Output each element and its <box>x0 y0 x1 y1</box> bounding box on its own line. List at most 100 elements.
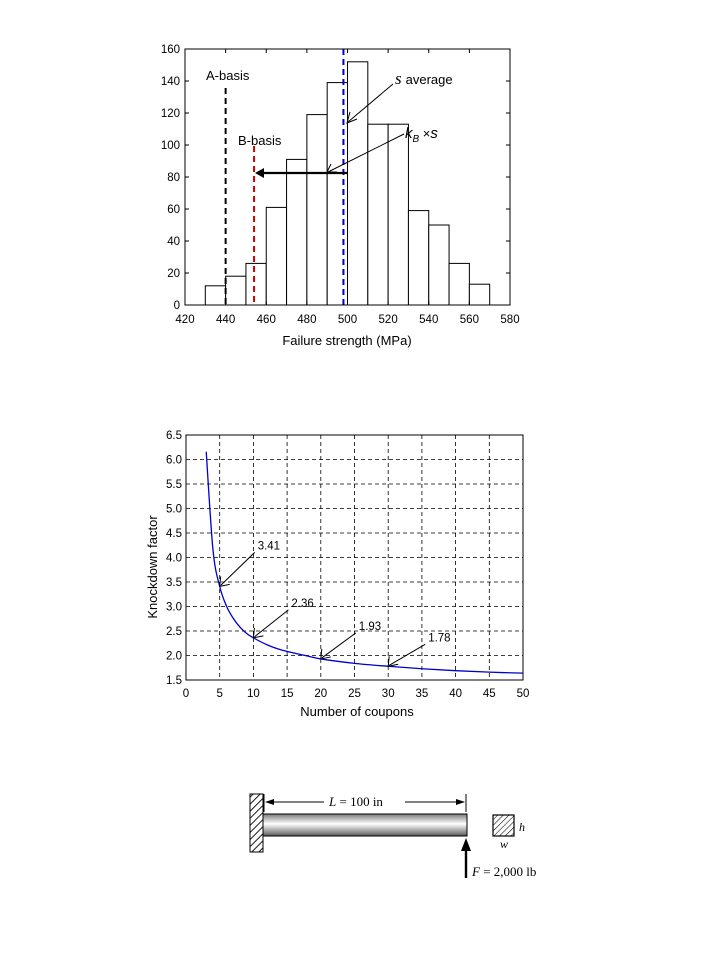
x-tick-label: 580 <box>500 314 519 326</box>
s-average-arrow <box>347 83 394 123</box>
y-tick-label: 5.5 <box>166 479 182 491</box>
y-tick-label: 160 <box>161 44 180 56</box>
y-tick-label: 80 <box>167 172 180 184</box>
knockdown-chart: 0 5 10 15 20 25 30 35 40 45 50 1.5 2.0 2.5 3.0 3.5 4.0 4… <box>145 430 529 719</box>
height-label: h <box>519 820 525 834</box>
x-tick-label: 30 <box>382 688 395 700</box>
y-tick-label: 120 <box>161 108 180 120</box>
knockdown-x-ticks: 0 5 10 15 20 25 30 35 40 45 50 <box>183 688 530 700</box>
annotation-arrowhead <box>320 648 331 660</box>
cross-section <box>492 814 515 837</box>
a-basis-label: A-basis <box>206 68 250 83</box>
histogram-bar <box>245 262 267 306</box>
kb-times-s-label: kB ×s <box>405 125 438 145</box>
b-basis-shift-arrowhead <box>255 168 264 178</box>
y-tick-label: 0 <box>174 300 180 312</box>
s-symbol: s <box>395 69 402 88</box>
x-tick-label: 480 <box>297 314 316 326</box>
y-tick-label: 4.0 <box>166 553 182 565</box>
histogram-bar <box>204 285 227 306</box>
kb-times: × <box>419 126 430 141</box>
y-tick-label: 100 <box>161 140 180 152</box>
y-tick-label: 60 <box>167 204 180 216</box>
annotation-label: 1.93 <box>359 621 381 633</box>
length-symbol: L <box>328 794 336 809</box>
x-tick-label: 440 <box>216 314 235 326</box>
histogram-bar <box>347 61 369 306</box>
x-tick-label: 420 <box>175 314 194 326</box>
histogram-chart: 420 440 460 480 500 520 540 560 580 0 20 40 60 80 100… <box>161 44 520 348</box>
histogram-bar <box>326 82 348 306</box>
annotation-label: 2.36 <box>291 598 313 610</box>
annotation-arrowhead <box>219 576 230 588</box>
kb-arrow <box>327 133 405 173</box>
annotation-arrow <box>220 552 256 586</box>
x-tick-label: 5 <box>216 688 222 700</box>
x-tick-label: 35 <box>416 688 429 700</box>
x-tick-label: 45 <box>483 688 496 700</box>
y-tick-label: 2.5 <box>166 626 182 638</box>
knockdown-series-line <box>205 451 524 674</box>
x-tick-label: 40 <box>449 688 462 700</box>
annotation-arrow <box>254 609 289 638</box>
histogram-bar <box>367 123 389 306</box>
x-tick-label: 560 <box>460 314 479 326</box>
y-tick-label: 140 <box>161 76 180 88</box>
histogram-y-ticks: 0 20 40 60 80 100 120 140 160 <box>161 44 510 312</box>
width-label: w <box>500 837 508 851</box>
y-tick-label: 20 <box>167 268 180 280</box>
histogram-x-axis-label: Failure strength (MPa) <box>282 333 411 348</box>
s-average-arrowhead <box>346 111 358 124</box>
x-tick-label: 520 <box>379 314 398 326</box>
y-tick-label: 40 <box>167 236 180 248</box>
y-tick-label: 2.0 <box>166 651 182 663</box>
knockdown-grid <box>185 434 524 681</box>
annotation-arrow <box>388 643 426 666</box>
length-value: = 100 in <box>336 794 383 809</box>
x-tick-label: 20 <box>314 688 327 700</box>
histogram-bars <box>204 61 491 306</box>
dimension-arrow-right <box>456 799 465 805</box>
kb-s-symbol: s <box>430 125 438 142</box>
knockdown-plot-frame <box>185 434 524 681</box>
y-tick-label: 6.0 <box>166 455 182 467</box>
knockdown-annotations: 3.41 2.36 1.93 1.78 <box>219 540 451 667</box>
x-tick-label: 50 <box>517 688 530 700</box>
force-label: F = 2,000 lb <box>471 864 536 879</box>
histogram-bar <box>265 206 288 306</box>
knockdown-x-axis-label: Number of coupons <box>300 704 414 719</box>
histogram-bar <box>286 158 308 306</box>
x-tick-label: 25 <box>348 688 361 700</box>
dimension-arrow-left <box>265 799 274 805</box>
y-tick-label: 3.5 <box>166 577 182 589</box>
histogram-bar <box>428 224 450 306</box>
histogram-bar <box>387 123 409 306</box>
kb-subscript: B <box>413 134 420 145</box>
beam-body <box>262 813 468 837</box>
histogram-bar <box>407 210 430 306</box>
x-tick-label: 540 <box>419 314 438 326</box>
length-label: L = 100 in <box>328 794 383 809</box>
y-tick-label: 6.5 <box>166 430 182 442</box>
annotation-label: 3.41 <box>258 540 280 552</box>
y-tick-label: 5.0 <box>166 504 182 516</box>
histogram-bar <box>448 262 470 306</box>
knockdown-y-axis-label: Knockdown factor <box>145 515 160 619</box>
s-average-subscript: average <box>406 72 453 87</box>
y-tick-label: 4.5 <box>166 528 182 540</box>
s-average-label: s average <box>395 69 453 88</box>
x-tick-label: 10 <box>247 688 260 700</box>
y-tick-label: 1.5 <box>166 675 182 687</box>
force-value: = 2,000 lb <box>480 864 536 879</box>
fixed-wall <box>249 793 264 853</box>
annotation-arrowhead <box>252 627 264 639</box>
annotation-label: 1.78 <box>428 632 450 644</box>
y-tick-label: 3.0 <box>166 602 182 614</box>
histogram-bar <box>468 283 491 306</box>
annotation-arrowhead <box>387 656 399 667</box>
kb-k-symbol: k <box>405 125 414 142</box>
cantilever-beam-diagram: L = 100 in h w F = 2,000 lb <box>249 793 536 879</box>
x-tick-label: 0 <box>183 688 189 700</box>
x-tick-label: 460 <box>257 314 276 326</box>
